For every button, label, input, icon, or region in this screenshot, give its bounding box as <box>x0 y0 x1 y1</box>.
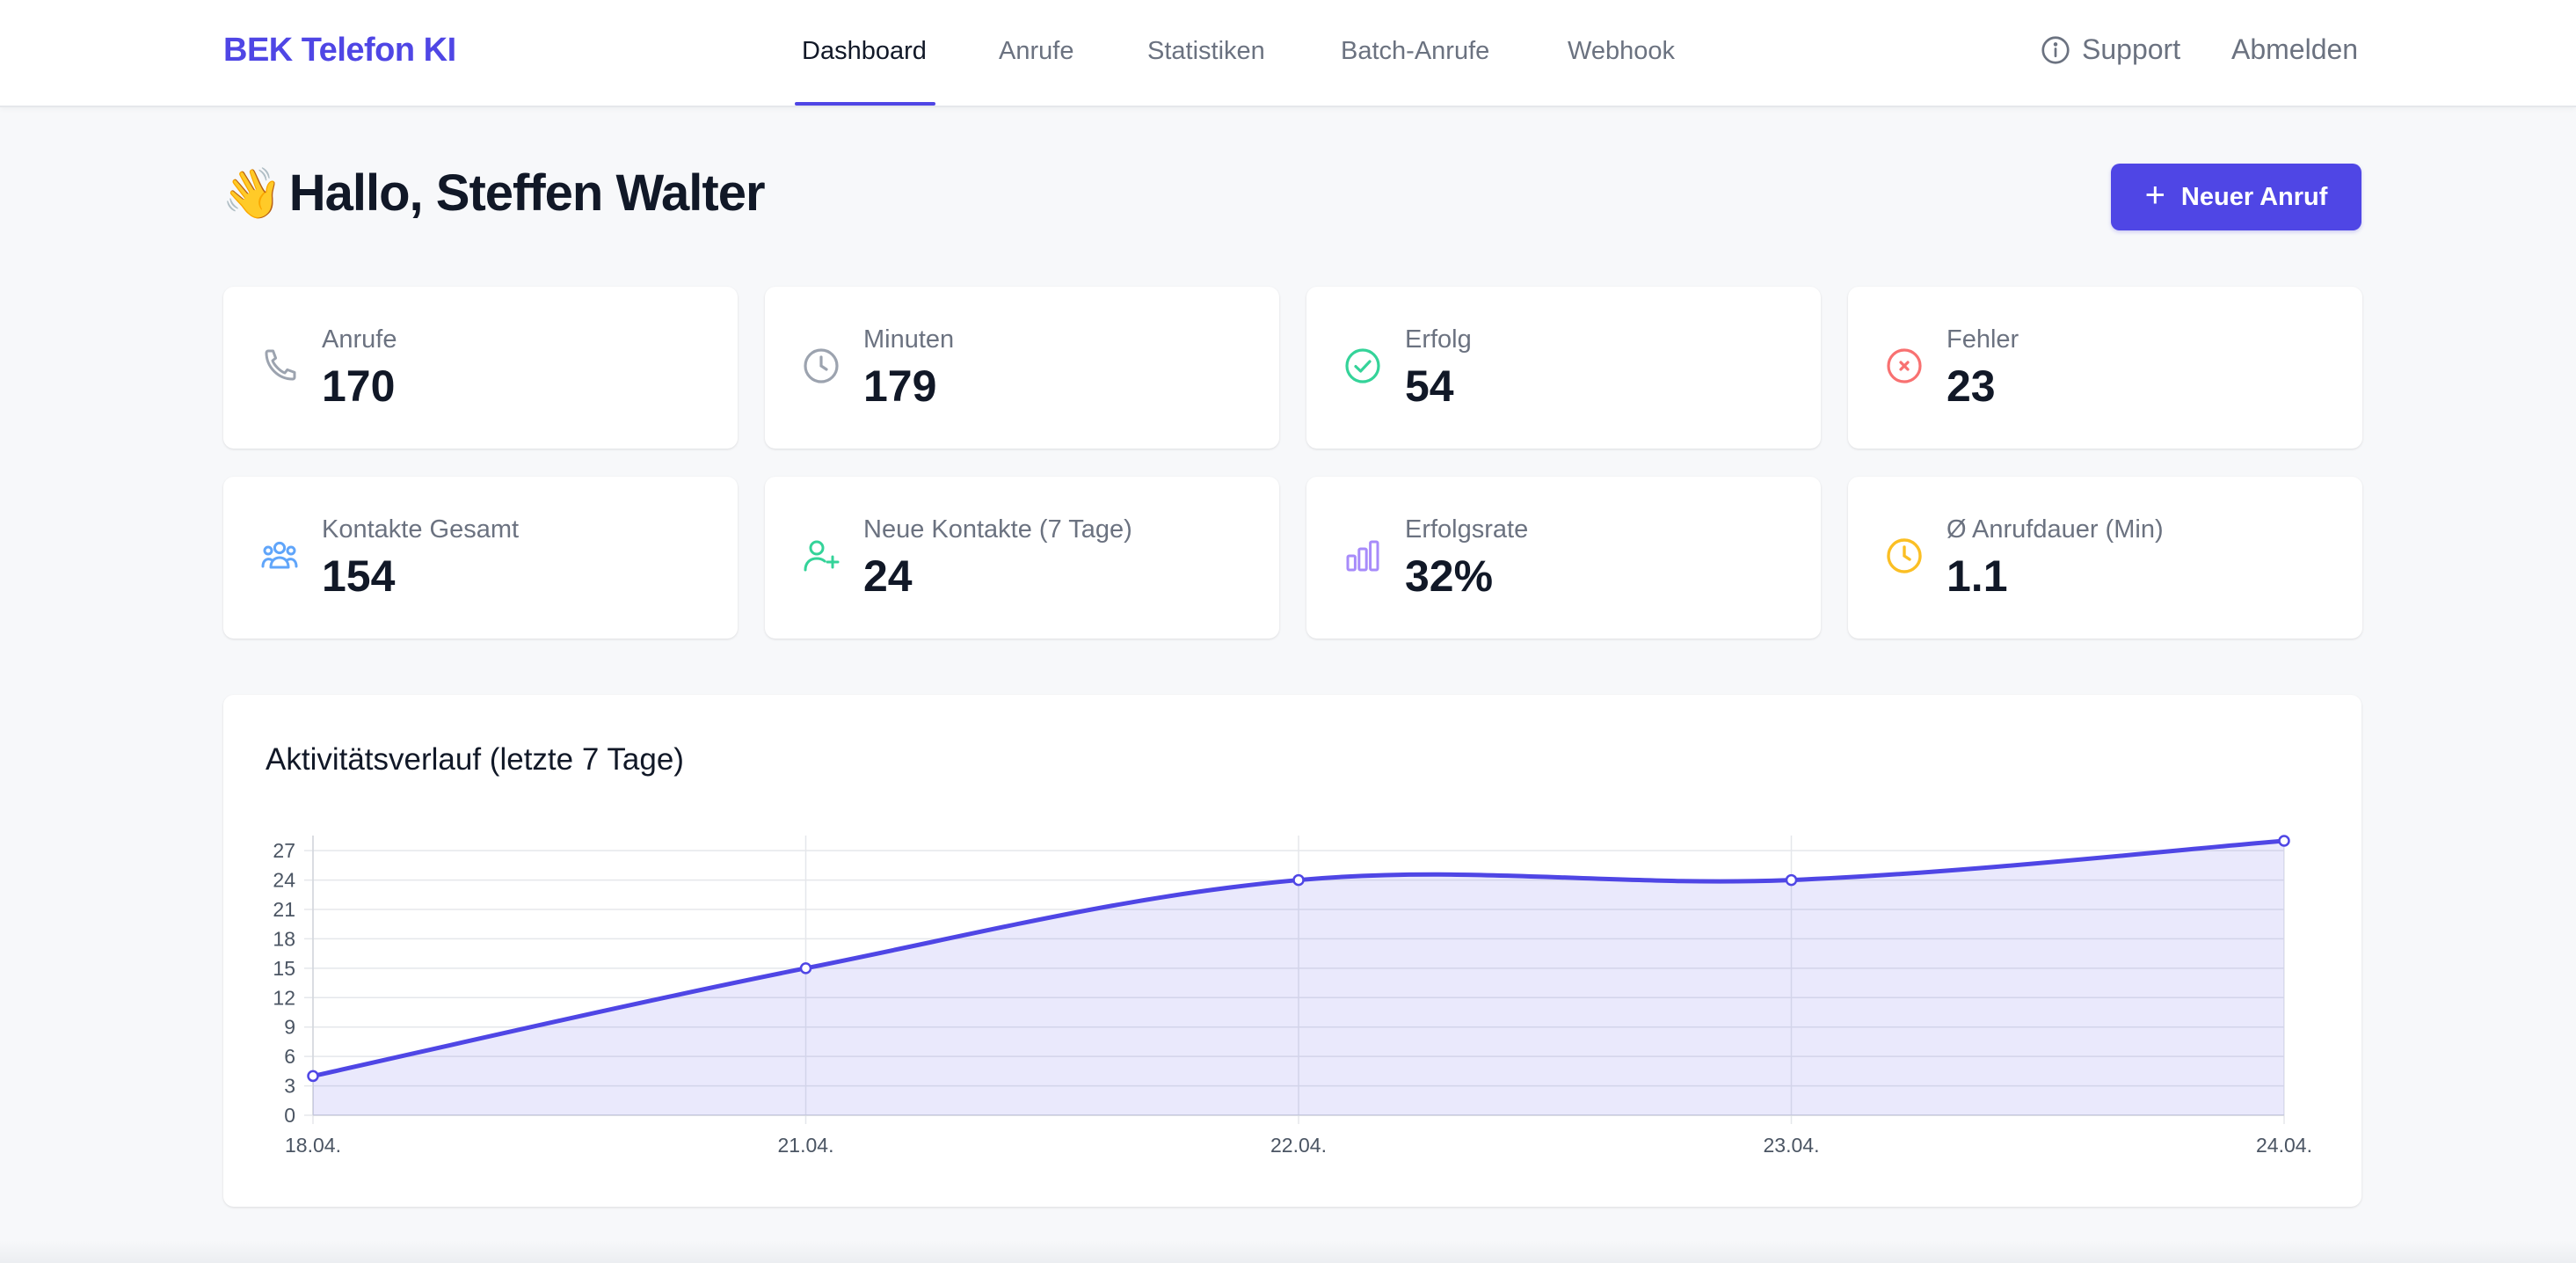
series-area-fill <box>313 841 2284 1115</box>
bar-chart-icon <box>1346 540 1379 572</box>
stat-value: 170 <box>322 361 396 411</box>
data-point <box>799 962 812 975</box>
stat-value: 54 <box>1405 361 1454 411</box>
y-tick-label: 27 <box>273 839 295 862</box>
x-tick-label: 23.04. <box>1764 1134 1820 1157</box>
y-tick-label: 6 <box>284 1045 295 1068</box>
x-tick-label: 18.04. <box>285 1134 341 1157</box>
stat-card-anrufe: Anrufe 170 <box>223 287 738 449</box>
support-link[interactable]: Support <box>2040 33 2180 66</box>
y-tick-label: 0 <box>284 1104 295 1127</box>
clock-icon <box>804 348 839 383</box>
activity-chart-card: Aktivitätsverlauf (letzte 7 Tage) 0 3 6 9 12… <box>223 695 2361 1207</box>
top-navbar: BEK Telefon KI Dashboard Anrufe Statisti… <box>0 0 2576 107</box>
nav-webhook[interactable]: Webhook <box>1568 37 1675 65</box>
support-label: Support <box>2082 33 2181 65</box>
stat-value: 24 <box>863 551 913 601</box>
stat-card-erfolgsrate: Erfolgsrate 32% <box>1306 477 1821 639</box>
y-tick-label: 3 <box>284 1075 295 1098</box>
nav-anrufe[interactable]: Anrufe <box>999 37 1074 65</box>
info-circle-icon <box>2041 35 2070 64</box>
phone-icon <box>265 349 296 381</box>
stat-card-fehler: Fehler 23 <box>1848 287 2362 449</box>
stat-label: Neue Kontakte (7 Tage) <box>863 515 1132 544</box>
stat-card-anrufdauer: Ø Anrufdauer (Min) 1.1 <box>1848 477 2362 639</box>
new-call-button[interactable]: + Neuer Anruf <box>2111 164 2361 230</box>
stat-label: Erfolgsrate <box>1405 515 1529 544</box>
stat-value: 23 <box>1947 361 1996 411</box>
stat-value: 154 <box>322 551 396 601</box>
stat-label: Minuten <box>863 325 955 354</box>
nav-batch-anrufe[interactable]: Batch-Anrufe <box>1341 37 1490 65</box>
stat-label: Kontakte Gesamt <box>322 515 520 544</box>
page-bottom-edge <box>0 1240 2576 1263</box>
stat-label: Anrufe <box>322 325 397 354</box>
brand-logo[interactable]: BEK Telefon KI <box>223 32 456 69</box>
y-tick-label: 18 <box>273 927 295 950</box>
users-icon <box>261 541 298 569</box>
stat-value: 179 <box>863 361 937 411</box>
stat-card-minuten: Minuten 179 <box>765 287 1279 449</box>
x-tick-label: 21.04. <box>778 1134 834 1157</box>
stat-label: Erfolg <box>1405 325 1472 354</box>
stat-card-kontakte-gesamt: Kontakte Gesamt 154 <box>223 477 738 639</box>
x-tick-label: 24.04. <box>2256 1134 2312 1157</box>
wave-emoji-icon: 👋 <box>222 164 283 221</box>
stat-label: Ø Anrufdauer (Min) <box>1947 515 2164 544</box>
data-point <box>1292 873 1305 887</box>
main-nav: Dashboard Anrufe Statistiken Batch-Anruf… <box>0 0 2576 107</box>
y-tick-label: 21 <box>273 898 295 921</box>
new-call-label: Neuer Anruf <box>2180 182 2328 211</box>
y-tick-label: 9 <box>284 1016 295 1039</box>
greeting-text: Hallo, Steffen Walter <box>288 164 766 222</box>
y-tick-label: 15 <box>273 957 295 980</box>
stat-value: 32% <box>1405 551 1494 601</box>
nav-statistiken[interactable]: Statistiken <box>1147 37 1265 65</box>
y-tick-label: 24 <box>273 869 295 892</box>
active-tab-indicator <box>795 102 935 106</box>
chart-title: Aktivitätsverlauf (letzte 7 Tage) <box>266 742 684 777</box>
data-point <box>1785 873 1798 887</box>
stat-label: Fehler <box>1947 325 2019 354</box>
logout-link[interactable]: Abmelden <box>2231 33 2359 65</box>
data-point <box>2278 835 2290 847</box>
activity-chart: 0 3 6 9 12 15 18 21 24 27 18.04. 21.04. 22.04. 23.04.… <box>273 835 2312 1157</box>
user-plus-icon <box>804 540 840 572</box>
x-tick-label: 22.04. <box>1270 1134 1327 1157</box>
y-tick-label: 12 <box>273 986 295 1009</box>
stat-card-neue-kontakte: Neue Kontakte (7 Tage) 24 <box>765 477 1279 639</box>
clock-icon <box>1887 538 1922 573</box>
nav-dashboard[interactable]: Dashboard <box>802 37 927 65</box>
stat-card-erfolg: Erfolg 54 <box>1306 287 1821 449</box>
plus-icon: + <box>2144 176 2165 215</box>
data-point <box>307 1070 319 1083</box>
check-circle-icon <box>1345 348 1380 383</box>
stat-value: 1.1 <box>1947 551 2008 601</box>
page-title: 👋 Hallo, Steffen Walter <box>222 164 766 223</box>
x-circle-icon <box>1887 348 1922 383</box>
